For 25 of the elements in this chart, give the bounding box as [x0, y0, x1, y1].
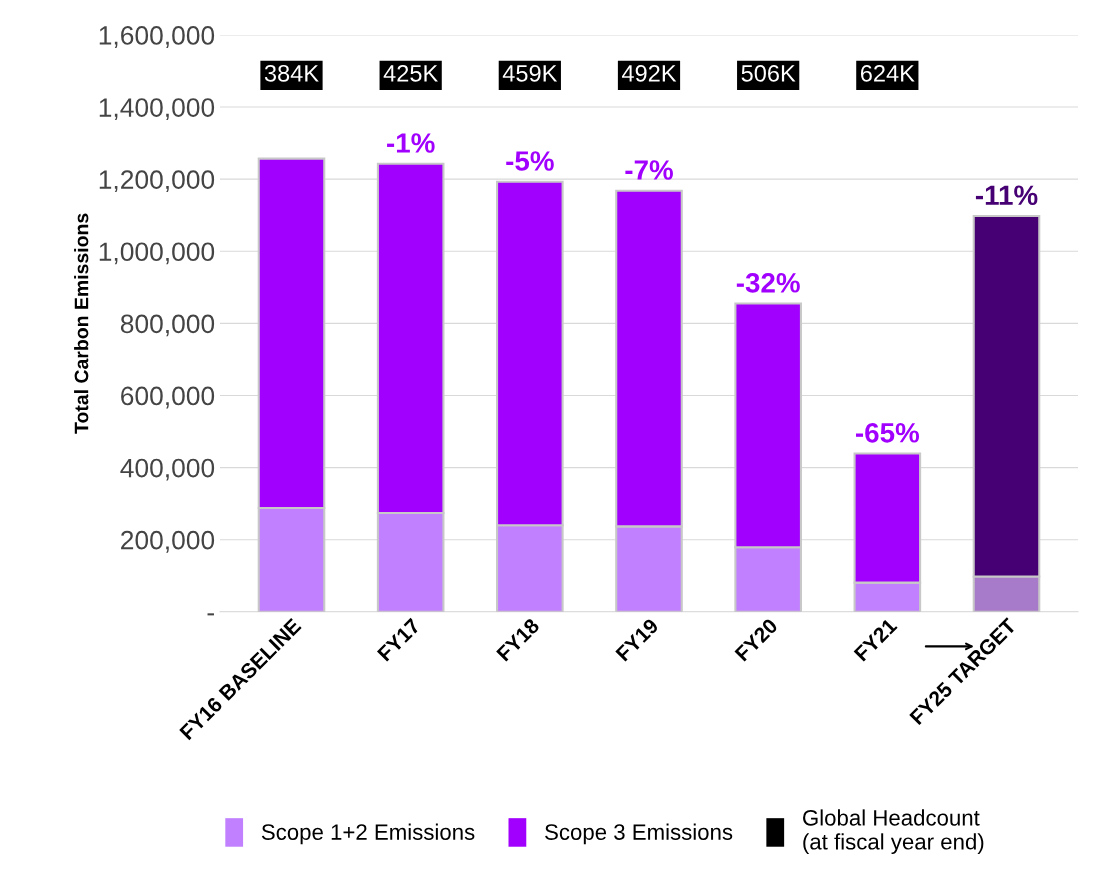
y-tick-label: 400,000	[120, 458, 215, 481]
y-tick-label: 1,200,000	[99, 170, 215, 193]
annotation: -32%	[736, 272, 800, 293]
y-tick-label: 800,000	[120, 314, 215, 337]
legend-label: Scope 1+2 Emissions	[261, 823, 475, 845]
legend-label: Scope 3 Emissions	[545, 823, 733, 845]
text: 384K	[264, 64, 319, 82]
text: 492K	[621, 64, 677, 82]
y-axis-title: Total Carbon Emissions	[74, 213, 89, 434]
y-tick-label: 1,600,000	[99, 26, 215, 48]
y-tick-label: 200,000	[121, 530, 215, 553]
text: 425K	[383, 64, 438, 82]
annotation: -11%	[975, 185, 1038, 205]
annotation: -5%	[506, 151, 554, 171]
text: 459K	[502, 64, 558, 82]
annotation: -65%	[856, 422, 920, 443]
y-tick-label: -	[207, 613, 214, 616]
y-tick-label: 1,000,000	[99, 242, 215, 265]
y-tick-label: 600,000	[121, 386, 215, 409]
text: 506K	[741, 64, 796, 82]
annotation: -1%	[387, 133, 435, 153]
annotation: -7%	[625, 160, 673, 180]
legend-label: Global Headcount (at fiscal year end)	[803, 809, 984, 854]
y-tick-label: 1,400,000	[99, 98, 215, 120]
text: 624K	[860, 64, 915, 82]
